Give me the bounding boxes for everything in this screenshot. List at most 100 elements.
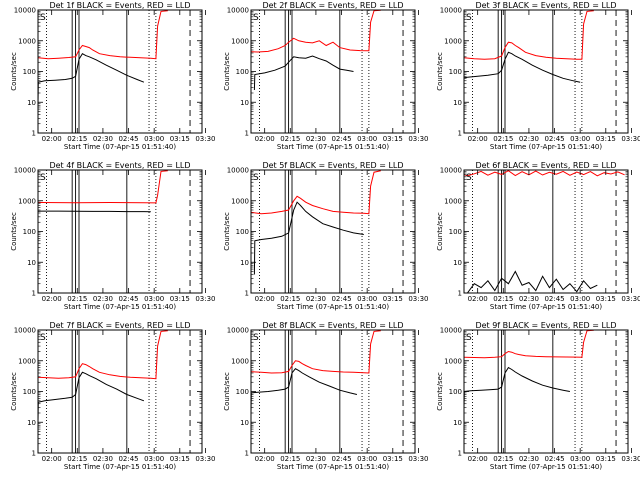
chart-title: Det 2f BLACK = Events, RED = LLD (262, 1, 403, 10)
series-line-red (251, 170, 381, 215)
x-tick-label: 02:00 (42, 455, 62, 463)
y-tick-label: 10000 (227, 327, 249, 335)
y-axis-label: Counts/sec (436, 372, 444, 411)
y-tick-label: 1 (32, 290, 36, 298)
y-tick-label: 10 (453, 259, 462, 267)
series-line-red (251, 330, 381, 374)
x-tick-label: 03:15 (596, 135, 616, 143)
series-line-red (464, 170, 625, 177)
x-tick-label: 02:00 (255, 295, 275, 303)
x-tick-label: 02:30 (519, 135, 539, 143)
x-tick-label: 03:15 (170, 295, 190, 303)
x-tick-label: 02:00 (255, 455, 275, 463)
x-axis-label: Start Time (07-Apr-15 01:51:40) (64, 463, 176, 471)
series-line-black (38, 210, 151, 213)
x-tick-label: 02:15 (67, 295, 87, 303)
x-axis-label: Start Time (07-Apr-15 01:51:40) (64, 303, 176, 311)
x-tick-label: 03:15 (383, 455, 403, 463)
y-axis-label: Counts/sec (10, 212, 18, 251)
x-tick-label: 03:00 (570, 135, 590, 143)
y-tick-label: 100 (449, 68, 462, 76)
y-tick-label: 10 (27, 99, 36, 107)
y-tick-label: 10000 (440, 7, 462, 15)
x-tick-label: 03:00 (570, 295, 590, 303)
x-tick-label: 02:00 (42, 295, 62, 303)
y-tick-label: 10 (240, 99, 249, 107)
x-tick-label: 02:45 (331, 295, 351, 303)
x-tick-label: 03:15 (383, 295, 403, 303)
marker-label: S (253, 13, 259, 23)
x-axis-label: Start Time (07-Apr-15 01:51:40) (64, 143, 176, 151)
y-tick-label: 1000 (231, 37, 249, 45)
series-line-red (464, 10, 594, 60)
y-tick-label: 1000 (231, 197, 249, 205)
y-tick-label: 1 (458, 450, 462, 458)
series-line-red (38, 170, 168, 204)
chart-title: Det 6f BLACK = Events, RED = LLD (475, 161, 616, 170)
y-axis-label: Counts/sec (10, 52, 18, 91)
x-tick-label: 02:30 (93, 295, 113, 303)
chart-title: Det 8f BLACK = Events, RED = LLD (262, 321, 403, 330)
y-tick-label: 1000 (18, 37, 36, 45)
y-tick-label: 1 (245, 450, 249, 458)
plot-frame (37, 329, 203, 454)
y-tick-label: 100 (449, 388, 462, 396)
x-tick-label: 03:00 (144, 295, 164, 303)
x-tick-label: 02:30 (93, 135, 113, 143)
x-tick-label: 02:30 (306, 295, 326, 303)
series-line-black (464, 366, 570, 408)
x-axis-label: Start Time (07-Apr-15 01:51:40) (277, 303, 389, 311)
y-axis-label: Counts/sec (223, 372, 231, 411)
y-tick-label: 1 (245, 290, 249, 298)
chart-title: Det 5f BLACK = Events, RED = LLD (262, 161, 403, 170)
marker-label: S (253, 173, 259, 183)
marker-label: S (466, 173, 472, 183)
x-tick-label: 03:30 (408, 295, 428, 303)
plot-frame (37, 169, 203, 294)
chart-title: Det 1f BLACK = Events, RED = LLD (49, 1, 190, 10)
y-tick-label: 100 (23, 388, 36, 396)
x-tick-label: 03:15 (170, 135, 190, 143)
y-tick-label: 1000 (231, 357, 249, 365)
y-axis-label: Counts/sec (436, 52, 444, 91)
x-tick-label: 02:15 (67, 135, 87, 143)
x-tick-label: 03:30 (195, 135, 215, 143)
y-tick-label: 1000 (444, 37, 462, 45)
chart-title: Det 7f BLACK = Events, RED = LLD (49, 321, 190, 330)
marker-label: S (253, 333, 259, 343)
x-tick-label: 03:30 (195, 295, 215, 303)
x-tick-label: 03:00 (144, 455, 164, 463)
x-tick-label: 03:30 (408, 135, 428, 143)
x-tick-label: 02:30 (519, 295, 539, 303)
y-tick-label: 10000 (14, 327, 36, 335)
y-tick-label: 1 (245, 130, 249, 138)
y-axis-label: Counts/sec (436, 212, 444, 251)
y-tick-label: 10 (240, 419, 249, 427)
y-tick-label: 10000 (14, 167, 36, 175)
y-tick-label: 10000 (440, 167, 462, 175)
x-tick-label: 02:45 (544, 135, 564, 143)
x-tick-label: 02:30 (93, 455, 113, 463)
x-tick-label: 03:00 (570, 455, 590, 463)
x-tick-label: 02:45 (118, 295, 138, 303)
x-axis-label: Start Time (07-Apr-15 01:51:40) (490, 303, 602, 311)
y-tick-label: 100 (236, 228, 249, 236)
series-line-red (38, 330, 168, 380)
x-tick-label: 02:15 (493, 135, 513, 143)
x-tick-label: 02:15 (67, 455, 87, 463)
x-tick-label: 02:45 (118, 455, 138, 463)
x-tick-label: 03:15 (596, 295, 616, 303)
y-tick-label: 10 (453, 419, 462, 427)
marker-label: S (40, 13, 46, 23)
x-tick-label: 02:45 (331, 135, 351, 143)
x-tick-label: 03:30 (408, 455, 428, 463)
y-tick-label: 10000 (227, 7, 249, 15)
marker-label: S (466, 13, 472, 23)
marker-label: S (40, 173, 46, 183)
x-tick-label: 02:45 (544, 455, 564, 463)
x-tick-label: 02:15 (493, 455, 513, 463)
